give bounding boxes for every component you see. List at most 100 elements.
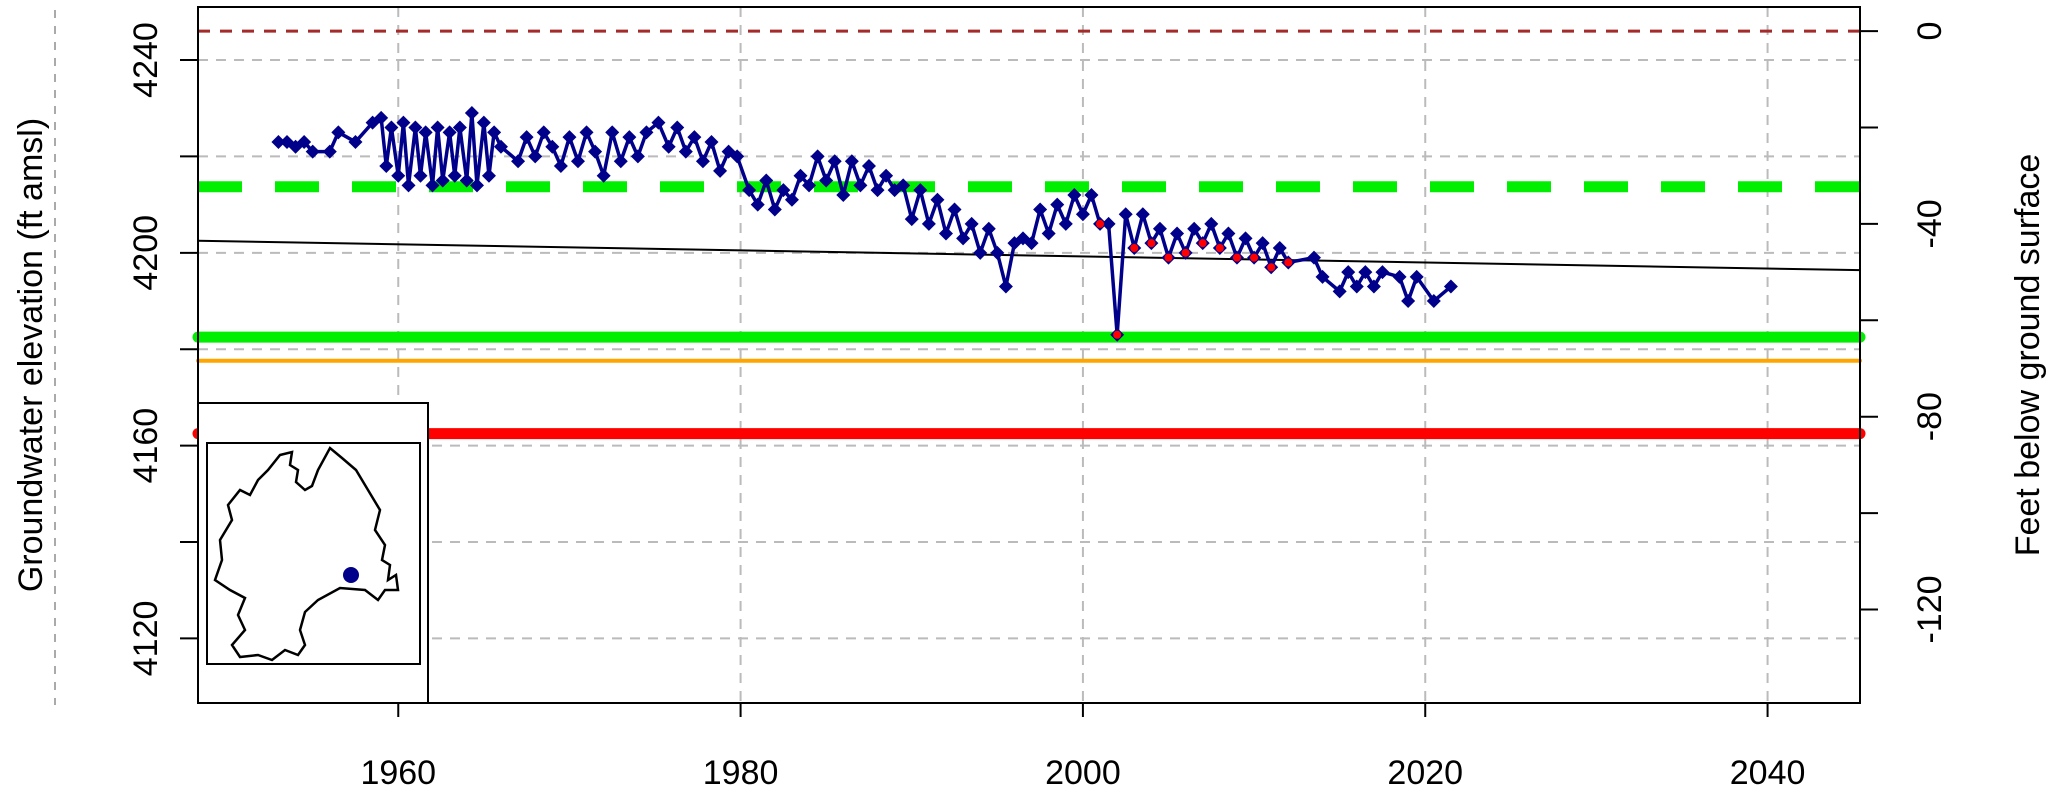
y2-tick-label: -80 <box>1911 392 1949 441</box>
data-point <box>374 110 389 125</box>
data-point <box>1084 187 1099 202</box>
y-tick-label: 4160 <box>127 408 165 484</box>
data-point <box>879 168 894 183</box>
flagged-point <box>1096 219 1105 228</box>
data-point <box>1392 269 1407 284</box>
data-point <box>661 139 676 154</box>
data-point <box>819 173 834 188</box>
flagged-point <box>1198 239 1207 248</box>
flagged-point <box>1284 258 1293 267</box>
data-point <box>956 231 971 246</box>
data-point <box>1315 269 1330 284</box>
x-tick-label: 2020 <box>1387 754 1463 792</box>
data-point <box>784 192 799 207</box>
data-point <box>1366 279 1381 294</box>
data-point <box>1358 265 1373 280</box>
flagged-point <box>1181 248 1190 257</box>
data-point <box>687 130 702 145</box>
data-point <box>447 168 462 183</box>
data-point <box>305 144 320 159</box>
data-point <box>1135 207 1150 222</box>
data-point <box>396 115 411 130</box>
data-point <box>1101 216 1116 231</box>
data-point <box>793 168 808 183</box>
data-point <box>588 144 603 159</box>
data-point <box>1255 236 1270 251</box>
data-point <box>1341 265 1356 280</box>
data-point <box>1152 221 1167 236</box>
data-point <box>511 154 526 169</box>
data-point <box>605 125 620 140</box>
inset-map <box>197 402 429 704</box>
data-point <box>1349 279 1364 294</box>
data-point <box>1204 216 1219 231</box>
data-point <box>579 125 594 140</box>
x-tick-label: 2040 <box>1730 754 1806 792</box>
data-point <box>322 144 337 159</box>
data-point <box>481 168 496 183</box>
data-point <box>990 245 1005 260</box>
y2-tick-label: -40 <box>1911 199 1949 248</box>
data-point <box>630 149 645 164</box>
data-point <box>464 106 479 121</box>
data-point <box>776 183 791 198</box>
data-point <box>1306 250 1321 265</box>
y-tick-label: 4120 <box>127 601 165 677</box>
data-point <box>913 183 928 198</box>
data-point <box>401 178 416 193</box>
data-point <box>536 125 551 140</box>
data-point <box>469 178 484 193</box>
data-point <box>562 130 577 145</box>
data-point <box>1058 216 1073 231</box>
flagged-point <box>1147 239 1156 248</box>
trend-line <box>197 239 1861 272</box>
data-point <box>1118 207 1133 222</box>
data-point <box>861 159 876 174</box>
data-point <box>476 115 491 130</box>
inset-frame <box>197 402 429 704</box>
flagged-point <box>1164 253 1173 262</box>
data-point <box>998 279 1013 294</box>
data-point <box>570 154 585 169</box>
data-point <box>1050 197 1065 212</box>
data-point <box>973 245 988 260</box>
data-point <box>297 134 312 149</box>
data-point <box>1443 279 1458 294</box>
data-point <box>1187 221 1202 236</box>
data-point <box>767 202 782 217</box>
data-point <box>553 159 568 174</box>
series-line <box>278 111 1453 337</box>
y-axis-label: Groundwater elevation (ft amsl) <box>12 118 50 592</box>
data-point <box>870 183 885 198</box>
data-point <box>704 134 719 149</box>
data-point <box>742 183 757 198</box>
data-point <box>1332 284 1347 299</box>
data-point <box>964 216 979 231</box>
data-point <box>519 130 534 145</box>
data-point <box>1221 226 1236 241</box>
data-point <box>331 125 346 140</box>
data-point <box>413 168 428 183</box>
data-point <box>750 197 765 212</box>
x-tick-label: 1980 <box>703 754 779 792</box>
data-point <box>613 154 628 169</box>
data-point <box>802 178 817 193</box>
data-point <box>904 212 919 227</box>
data-point <box>452 120 467 135</box>
data-point <box>678 144 693 159</box>
well-location <box>343 567 359 583</box>
data-point <box>651 115 666 130</box>
data-point <box>379 159 394 174</box>
data-point <box>981 221 996 236</box>
plot: 1960 1980 2000 2020 2040 4120 4160 4200 4240 -120… <box>127 7 1949 792</box>
data-point <box>713 163 728 178</box>
data-point <box>639 125 654 140</box>
data-point <box>1426 294 1441 309</box>
flagged-point <box>1113 330 1122 339</box>
data-point <box>844 154 859 169</box>
data-point <box>528 149 543 164</box>
data-point <box>670 120 685 135</box>
region-outline <box>213 446 400 662</box>
data-point <box>938 226 953 241</box>
